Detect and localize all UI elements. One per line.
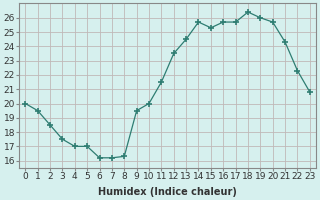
- X-axis label: Humidex (Indice chaleur): Humidex (Indice chaleur): [98, 187, 237, 197]
